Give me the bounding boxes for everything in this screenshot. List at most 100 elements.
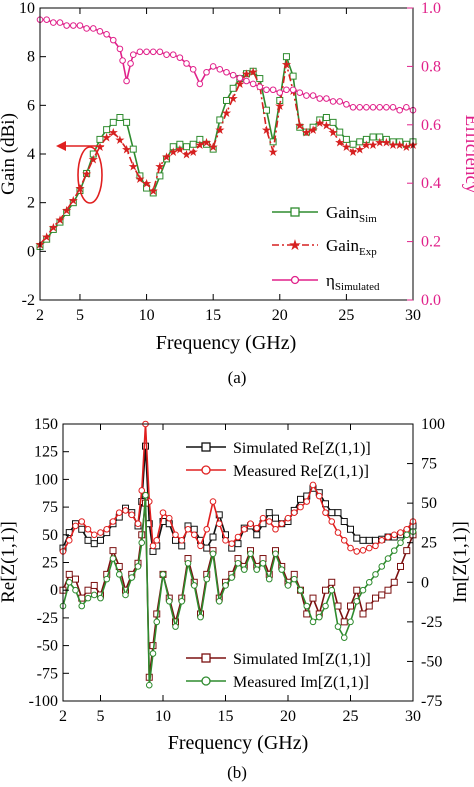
svg-text:★: ★ (288, 238, 301, 254)
data-point (378, 537, 386, 544)
data-point (97, 529, 104, 536)
data-point: ★ (194, 138, 205, 152)
data-point: ★ (368, 138, 379, 152)
y-tick-label: 125 (34, 444, 58, 461)
data-point (342, 135, 350, 143)
data-point (84, 594, 92, 602)
data-point (196, 80, 204, 88)
data-point (384, 555, 392, 562)
data-point (309, 618, 317, 626)
data-point (343, 101, 350, 108)
data-point (240, 525, 248, 533)
data-point (63, 22, 70, 29)
x-tick-label: 2 (59, 708, 67, 725)
data-point (297, 495, 304, 503)
data-point (359, 547, 367, 554)
data-point (189, 140, 197, 148)
data-point (172, 536, 179, 544)
data-point (178, 597, 186, 605)
data-point: ★ (141, 177, 152, 191)
legend-gain-sim-sub: Sim (359, 213, 377, 225)
data-point (382, 135, 390, 143)
data-point (190, 582, 198, 589)
data-point (109, 118, 117, 126)
data-point (169, 143, 177, 151)
y2-tick-label: 0.0 (421, 292, 441, 309)
data-point (383, 103, 390, 111)
data-point (156, 172, 164, 180)
data-point (234, 559, 242, 567)
data-point (136, 48, 144, 56)
data-point (253, 531, 261, 539)
data-point (309, 481, 317, 489)
chart-a-ellipse-annotation (77, 146, 103, 204)
data-point: ★ (101, 130, 112, 144)
data-point (172, 531, 179, 539)
data-point (216, 116, 224, 124)
data-point (359, 610, 367, 618)
data-point (134, 520, 142, 528)
data-point: ★ (261, 123, 272, 137)
data-point (328, 518, 336, 525)
y2-tick-label: 25 (421, 535, 437, 552)
data-point (384, 586, 392, 594)
data-point (249, 67, 257, 75)
data-point (197, 613, 204, 621)
data-point (136, 172, 144, 180)
data-point (396, 106, 403, 114)
data-point (49, 225, 57, 233)
data-point (149, 48, 157, 56)
data-point (43, 16, 50, 23)
data-point (240, 566, 248, 573)
data-point: ★ (308, 123, 319, 137)
data-point (403, 525, 411, 533)
data-point (222, 582, 229, 589)
chart-b-y-axis: -100 -75 -50 -25 0 25 50 75 100 125 150 (29, 416, 69, 710)
data-point (190, 525, 198, 533)
data-point (216, 66, 224, 73)
data-point (340, 537, 348, 544)
data-point (272, 550, 279, 558)
data-point (72, 522, 79, 530)
data-point: ★ (168, 145, 179, 159)
data-point (90, 531, 98, 539)
data-point (347, 602, 354, 610)
data-point (72, 586, 79, 594)
data-point (265, 509, 273, 517)
data-point (334, 623, 342, 630)
y-tick-label: 4 (27, 146, 35, 163)
x-tick-label: 10 (155, 708, 171, 725)
data-point (209, 550, 217, 558)
data-point (329, 98, 337, 105)
data-point (247, 520, 254, 528)
data-point (309, 123, 317, 131)
y2-tick-label: 0.2 (421, 234, 441, 251)
data-point (172, 623, 179, 630)
data-point: ★ (135, 172, 146, 186)
y-tick-label: -25 (37, 610, 58, 627)
data-point (259, 514, 267, 522)
data-point (65, 570, 73, 578)
legend-item-meas-re: Measured Re[Z(1,1)] (186, 463, 369, 480)
data-point (269, 86, 277, 94)
y-tick-label: -50 (37, 638, 58, 655)
x-tick-label: 10 (139, 307, 155, 324)
data-point (347, 525, 354, 533)
data-point (103, 575, 111, 583)
data-point (234, 533, 242, 541)
data-point (276, 96, 284, 104)
data-point (149, 650, 157, 657)
data-point: ★ (341, 140, 352, 154)
data-point (378, 591, 386, 599)
x-tick-label: 5 (76, 307, 84, 324)
data-point (63, 208, 71, 216)
data-point (297, 503, 304, 511)
chart-b-caption: (b) (227, 763, 247, 782)
data-point (203, 525, 211, 533)
data-point: ★ (48, 221, 59, 235)
data-point: ★ (401, 140, 412, 154)
chart-a: ★★★★★★★★★★★★★★★★★★★★★★★★★★★★★★★★★★★★★★★★… (0, 0, 474, 387)
data-point (349, 103, 357, 111)
data-point (390, 531, 398, 539)
data-point (142, 442, 149, 450)
